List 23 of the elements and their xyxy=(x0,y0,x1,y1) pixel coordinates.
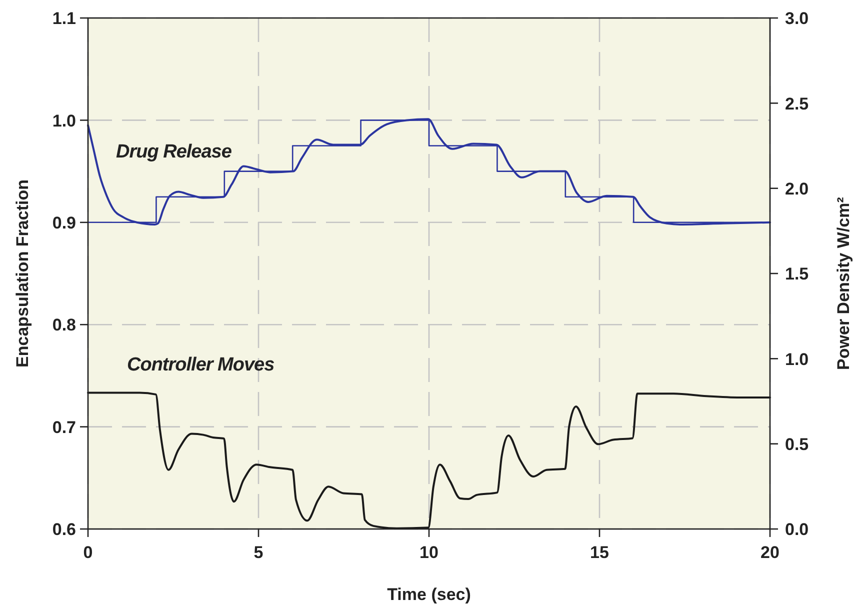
y-axis-title: Encapsulation Fraction xyxy=(13,180,32,368)
y-tick-label: 0.9 xyxy=(52,214,76,233)
y2-tick-label: 0.5 xyxy=(785,434,809,454)
x-tick-label: 20 xyxy=(760,543,780,562)
y2-tick-label: 2.0 xyxy=(785,179,809,198)
x-axis-title: Time (sec) xyxy=(387,585,471,604)
x-tick-label: 15 xyxy=(590,543,609,562)
y-tick-label: 0.7 xyxy=(52,418,76,437)
y-tick-label: 0.6 xyxy=(52,520,76,540)
x-tick-label: 10 xyxy=(420,543,438,562)
y-tick-label: 1.0 xyxy=(52,111,76,130)
y2-tick-label: 1.5 xyxy=(785,264,809,284)
series-label: Drug Release xyxy=(116,141,232,162)
y2-tick-label: 3.0 xyxy=(785,9,809,28)
y2-axis-title: Power Density W/cm² xyxy=(834,196,853,370)
y2-tick-label: 1.0 xyxy=(785,350,809,369)
y-tick-label: 1.1 xyxy=(52,9,76,28)
x-tick-label: 5 xyxy=(254,543,264,562)
y-tick-label: 0.8 xyxy=(52,316,76,335)
y2-tick-label: 0.0 xyxy=(785,520,809,540)
series-label: Controller Moves xyxy=(127,354,274,376)
y2-tick-label: 2.5 xyxy=(785,94,809,114)
x-tick-label: 0 xyxy=(83,543,93,562)
